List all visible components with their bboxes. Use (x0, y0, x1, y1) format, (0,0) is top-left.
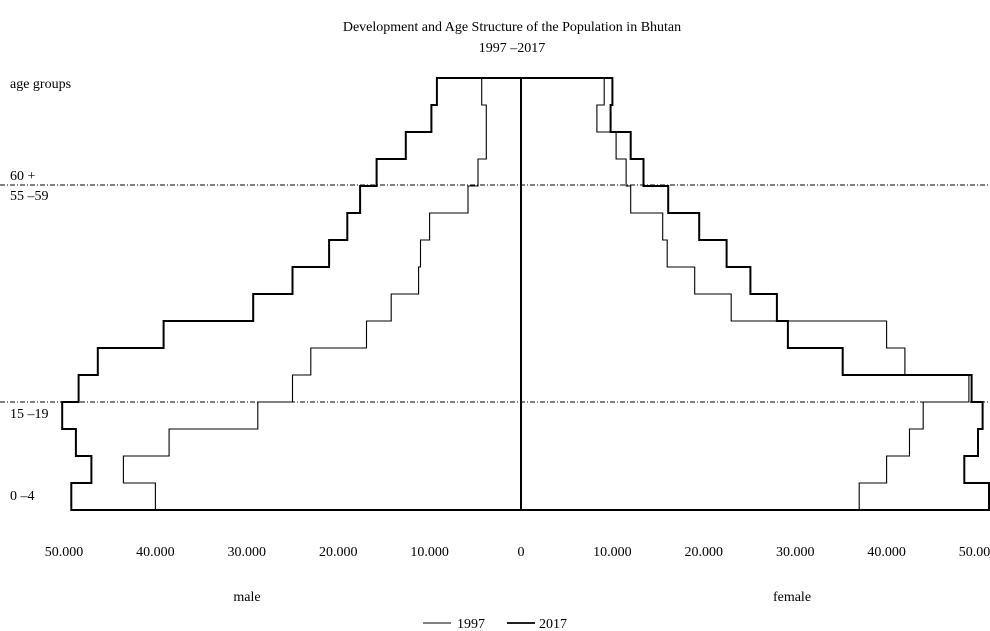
series-1997-female-outline (521, 77, 970, 511)
x-tick-label-6: 10.000 (593, 545, 632, 560)
x-tick-labels: 50.000 40.000 30.000 20.000 10.000 0 10.000 20.… (45, 545, 990, 560)
series-2017-male-outline (61, 77, 521, 511)
x-tick-label-10: 50.000 (959, 545, 990, 560)
female-label: female (773, 590, 811, 605)
chart-title: Development and Age Structure of the Pop… (343, 20, 681, 35)
series-1997-male-outline (122, 77, 521, 511)
x-tick-label-3: 20.000 (319, 545, 358, 560)
series-layer (61, 77, 990, 511)
x-tick-label-7: 20.000 (685, 545, 724, 560)
legend-label-1997: 1997 (457, 617, 485, 631)
series-2017-female-outline (521, 77, 990, 511)
x-tick-label-4: 10.000 (410, 545, 449, 560)
y-tick-label-0-4: 0 –4 (10, 489, 35, 504)
x-tick-label-0: 50.000 (45, 545, 84, 560)
x-tick-label-2: 30.000 (228, 545, 267, 560)
x-tick-label-8: 30.000 (776, 545, 815, 560)
y-tick-label-15-19: 15 –19 (10, 407, 49, 422)
male-label: male (233, 590, 260, 605)
x-tick-label-1: 40.000 (136, 545, 175, 560)
y-tick-label-55-59: 55 –59 (10, 189, 49, 204)
legend: 1997 2017 (423, 617, 567, 631)
chart-subtitle: 1997 –2017 (479, 41, 546, 56)
y-tick-label-60-plus: 60 + (10, 169, 36, 184)
y-axis-label: age groups (10, 77, 71, 92)
x-tick-label-9: 40.000 (867, 545, 906, 560)
x-tick-label-5: 0 (518, 545, 525, 560)
legend-label-2017: 2017 (539, 617, 567, 631)
